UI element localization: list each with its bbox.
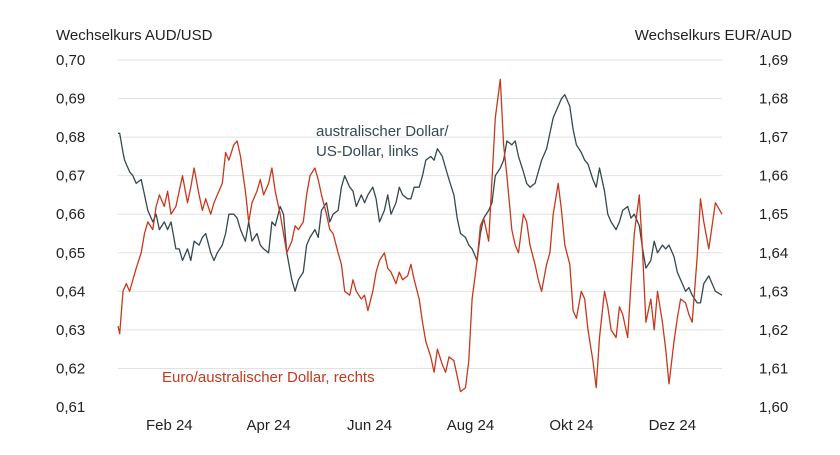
series-line-2 (117, 78, 723, 393)
x-tick-label: Dez 24 (649, 417, 697, 434)
left-tick-label: 0,65 (56, 245, 85, 262)
x-tick-label: Okt 24 (549, 417, 593, 434)
right-tick-label: 1,66 (759, 168, 788, 185)
left-tick-label: 0,69 (56, 91, 85, 108)
right-tick-label: 1,63 (759, 283, 788, 300)
x-tick-label: Apr 24 (246, 417, 290, 434)
left-tick-label: 0,63 (56, 322, 85, 339)
left-tick-label: 0,62 (56, 360, 85, 377)
left-tick-label: 0,61 (56, 399, 85, 416)
right-tick-label: 1,60 (759, 399, 788, 416)
left-axis-title: Wechselkurs AUD/USD (56, 27, 213, 44)
right-tick-label: 1,64 (759, 245, 788, 262)
x-tick-label: Aug 24 (447, 417, 495, 434)
series-label-eur-aud: Euro/australischer Dollar, rechts (162, 369, 375, 386)
right-axis-title: Wechselkurs EUR/AUD (635, 27, 792, 44)
left-axis-ticks: 0,61 0,62 0,63 0,64 0,65 0,66 0,67 0,68 0,69 0,70 (56, 52, 85, 416)
right-tick-label: 1,61 (759, 360, 788, 377)
left-tick-label: 0,70 (56, 52, 85, 69)
x-tick-label: Jun 24 (347, 417, 392, 434)
grid-lines (118, 59, 722, 369)
right-tick-label: 1,69 (759, 52, 788, 69)
left-tick-label: 0,66 (56, 206, 85, 223)
series-annotations: australischer Dollar/US-Dollar, links Eur… (162, 123, 449, 386)
series-label-aud-usd-line2: US-Dollar, links (316, 143, 419, 160)
right-tick-label: 1,65 (759, 206, 788, 223)
series-line-1 (118, 94, 723, 304)
right-tick-label: 1,68 (759, 91, 788, 108)
x-tick-label: Feb 24 (146, 417, 193, 434)
right-axis-ticks: 1,60 1,61 1,62 1,63 1,64 1,65 1,66 1,67 1,68 1,69 (759, 52, 788, 416)
left-tick-label: 0,64 (56, 283, 85, 300)
left-tick-label: 0,68 (56, 129, 85, 146)
left-tick-label: 0,67 (56, 168, 85, 185)
x-axis-ticks: Feb 24 Apr 24 Jun 24 Aug 24 Okt 24 Dez 24 (146, 417, 696, 434)
right-tick-label: 1,62 (759, 322, 788, 339)
series-lines (117, 78, 723, 393)
right-tick-label: 1,67 (759, 129, 788, 146)
series-label-aud-usd: australischer Dollar/ (316, 123, 449, 140)
